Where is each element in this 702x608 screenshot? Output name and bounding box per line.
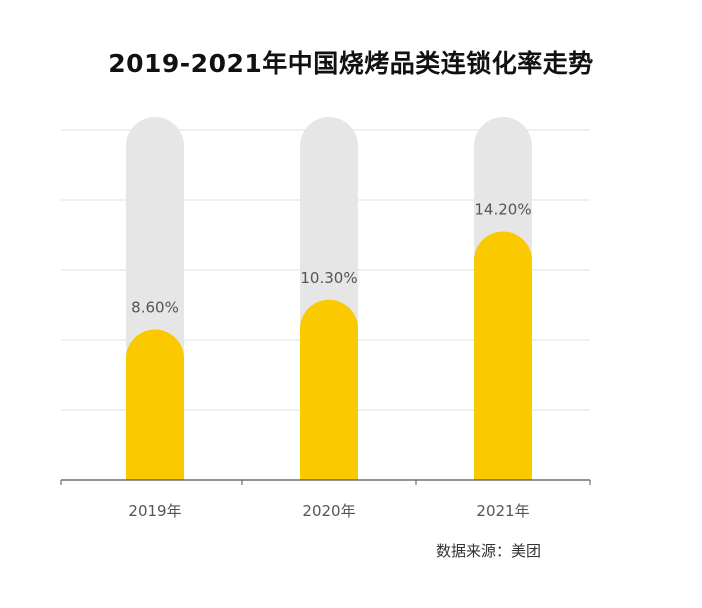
bars (126, 231, 532, 480)
value-label: 14.20% (474, 201, 531, 219)
value-label: 8.60% (131, 299, 179, 317)
value-labels: 8.60% 10.30% 14.20% (131, 201, 531, 317)
bar-2021年 (474, 231, 532, 480)
x-tick-label: 2021年 (476, 502, 529, 520)
bar-2019年 (126, 329, 184, 480)
x-axis: 2019年 2020年 2021年 (60, 479, 591, 520)
source-note: 数据来源：美团 (436, 542, 542, 560)
value-label: 10.30% (300, 269, 357, 287)
bar-2020年 (300, 299, 358, 480)
x-tick-label: 2019年 (128, 502, 181, 520)
x-tick-label: 2020年 (302, 502, 355, 520)
chart-title: 2019-2021年中国烧烤品类连锁化率走势 (108, 49, 594, 78)
